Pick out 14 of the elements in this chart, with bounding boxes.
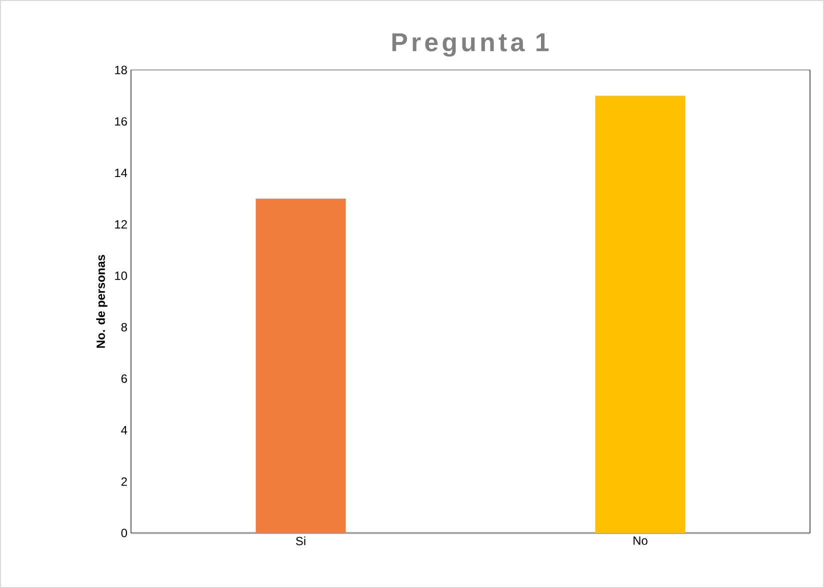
y-tick-label: 16 xyxy=(115,117,127,126)
y-tick-label: 6 xyxy=(121,374,127,383)
y-tick-label: 14 xyxy=(115,168,128,177)
x-tick-label: No xyxy=(634,536,648,545)
y-tick-label: 2 xyxy=(121,477,127,486)
y-tick-label: 8 xyxy=(121,322,127,332)
x-tick-label: Si xyxy=(296,536,306,546)
y-tick-label: 12 xyxy=(115,220,127,228)
y-tick-label: 0 xyxy=(121,528,128,538)
chart-title: Pregunta 1 xyxy=(392,33,549,57)
y-tick-label: 18 xyxy=(115,66,127,74)
y-tick-label: 10 xyxy=(115,272,128,280)
y-tick-label: 4 xyxy=(121,426,128,434)
y-axis-title: No. de personas xyxy=(96,254,108,348)
